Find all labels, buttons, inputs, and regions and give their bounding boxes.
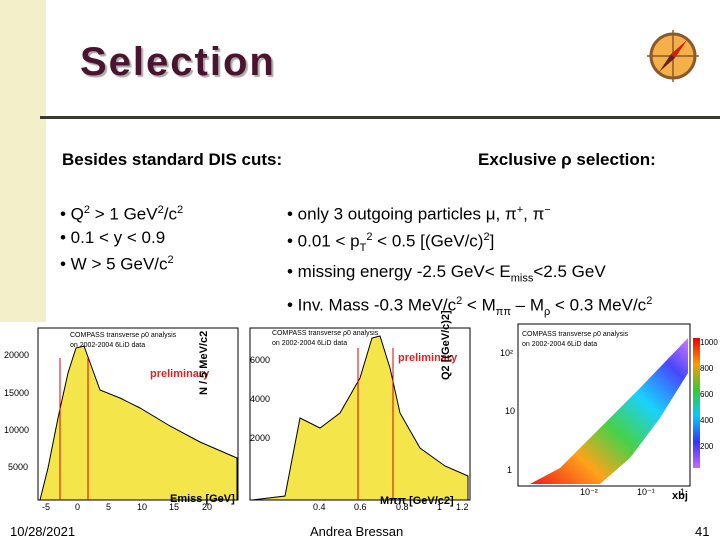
plot-caption: COMPASS transverse ρ0 analysis	[522, 331, 629, 338]
text-segment: > 1 GeV	[90, 204, 158, 224]
y-tick-label: 10	[505, 406, 516, 416]
text-segment: /c	[163, 204, 177, 224]
text-segment: • W > 5 GeV/c	[60, 254, 168, 274]
side-bar	[0, 0, 46, 322]
y-tick-label: 15000	[4, 388, 30, 398]
x-tick-label: 20	[202, 502, 213, 512]
y-tick-label: 10²	[500, 348, 514, 358]
text-segment: ππ	[495, 306, 511, 319]
x-tick-label: 0	[75, 502, 81, 512]
plot-caption: on 2002-2004 6LiD data	[70, 342, 146, 349]
colorbar-label: 400	[700, 416, 714, 425]
x-tick-label: 0.8	[396, 502, 409, 512]
x-axis-label: Emiss [GeV]	[170, 493, 235, 505]
list-item: • only 3 outgoing particles μ, π+, π−	[287, 199, 652, 226]
y-tick-label: 2000	[250, 433, 271, 443]
text-segment: 2	[366, 230, 373, 243]
y-tick-label: 1	[507, 465, 513, 475]
plot-caption: on 2002-2004 6LiD data	[272, 340, 348, 347]
y-tick-label: 6000	[250, 355, 271, 365]
text-segment: 2	[646, 295, 653, 308]
text-segment: < 0.3 MeV/c	[550, 295, 647, 315]
text-segment: • Q	[60, 204, 84, 224]
x-tick-label: 1	[680, 487, 686, 497]
x-axis-label: xbj	[672, 490, 688, 502]
scatter	[530, 338, 688, 484]
author: Andrea Bressan	[310, 524, 404, 539]
histogram	[251, 335, 469, 501]
y-axis-label: N / 5 MeV/c2	[198, 330, 210, 395]
text-segment: – M	[510, 295, 544, 315]
watermark: preliminary	[150, 368, 210, 380]
x-tick-label: -5	[42, 502, 51, 512]
text-segment: +	[516, 204, 524, 216]
list-item: • Inv. Mass -0.3 MeV/c2 < Mππ – Mρ < 0.3…	[287, 290, 652, 324]
plot-caption: COMPASS transverse ρ0 analysis	[272, 330, 379, 337]
title: Selection	[80, 40, 276, 84]
y-tick-label: 20000	[4, 350, 30, 360]
plots	[37, 323, 700, 501]
histogram	[39, 345, 238, 501]
text-segment: • 0.1 < y < 0.9	[60, 227, 166, 247]
plot-caption: on 2002-2004 6LiD data	[522, 341, 598, 348]
text-segment: • missing energy -2.5 GeV< E	[287, 261, 511, 281]
list-item: • 0.1 < y < 0.9	[60, 226, 183, 249]
watermark: preliminary	[398, 352, 458, 364]
y-tick-label: 10000	[4, 425, 30, 435]
x-tick-label: 10⁻²	[580, 487, 598, 497]
x-tick-label: 1	[437, 502, 443, 512]
x-tick-label: 10⁻¹	[637, 487, 655, 497]
x-tick-label: 0.6	[354, 502, 367, 512]
text-segment: < M	[462, 295, 496, 315]
text-segment: ρ	[544, 306, 551, 319]
logo	[647, 30, 699, 82]
y-tick-label: 5000	[8, 462, 29, 472]
colorbar-label: 800	[700, 364, 714, 373]
text-segment: miss	[510, 272, 534, 285]
x-tick-label: 0.4	[313, 502, 326, 512]
colorbar-label: 600	[700, 390, 714, 399]
text-segment: 2	[83, 204, 91, 216]
text-segment: T	[359, 241, 367, 254]
title-rule	[40, 116, 720, 119]
date: 10/28/2021	[10, 524, 76, 539]
x-tick-label: 5	[106, 502, 112, 512]
left-list: • Q2 > 1 GeV2/c2 • 0.1 < y < 0.9 • W > 5 G…	[60, 199, 183, 275]
list-item: • W > 5 GeV/c2	[60, 249, 183, 276]
text-segment: • only 3 outgoing particles μ, π	[287, 204, 517, 224]
colorbar-label: 200	[700, 442, 714, 451]
text-segment: 2	[167, 253, 174, 266]
colorbar	[693, 338, 700, 468]
text-segment: 2	[456, 295, 463, 308]
text-segment: • Inv. Mass -0.3 MeV/c	[287, 295, 457, 315]
x-tick-label: 1.2	[456, 502, 469, 512]
x-axis-label: Mππ [GeV/c2]	[380, 495, 454, 507]
colorbar-label: 1000	[700, 338, 718, 347]
list-item: • Q2 > 1 GeV2/c2	[60, 199, 183, 226]
list-item: • 0.01 < pT2 < 0.5 [(GeV/c)2]	[287, 226, 652, 260]
list-item: • missing energy -2.5 GeV< Emiss<2.5 GeV	[287, 260, 652, 290]
text-segment: −	[544, 204, 551, 216]
text-segment: < 0.5 [(GeV/c)	[372, 231, 484, 251]
y-axis-label: Q2 [(GeV/c)2]	[440, 310, 452, 380]
text-segment: • 0.01 < p	[287, 231, 360, 251]
plot-caption: COMPASS transverse ρ0 analysis	[70, 332, 177, 339]
text-segment: 2	[483, 230, 490, 243]
text-segment: 2	[176, 204, 184, 216]
text-segment: <2.5 GeV	[533, 261, 606, 281]
x-tick-label: 10	[137, 502, 148, 512]
right-list: • only 3 outgoing particles μ, π+, π− • 0…	[287, 199, 652, 324]
x-tick-label: 15	[169, 502, 180, 512]
right-heading: Exclusive ρ selection:	[478, 150, 656, 169]
text-segment: ]	[489, 231, 495, 251]
text-segment: 2	[157, 204, 164, 216]
page-number: 41	[695, 524, 710, 539]
y-tick-label: 4000	[250, 394, 271, 404]
text-segment: , π	[523, 204, 545, 224]
left-heading: Besides standard DIS cuts:	[62, 150, 283, 169]
